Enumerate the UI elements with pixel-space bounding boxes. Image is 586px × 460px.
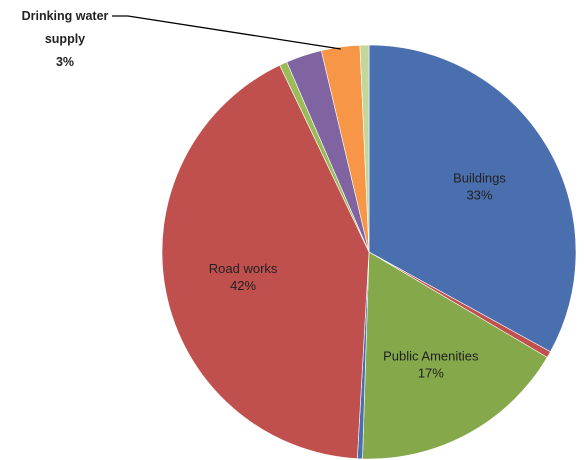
- callout-label-line-1: Drinking water: [22, 9, 109, 23]
- slice-label-buildings-percent: 33%: [466, 188, 492, 203]
- slice-label-road-works-percent: 42%: [230, 278, 256, 293]
- slice-label-road-works-name: Road works: [209, 261, 278, 276]
- slice-label-public-amenities-name: Public Amenities: [383, 348, 479, 363]
- callout-label-line-2: supply: [45, 32, 85, 46]
- pie-slice-road-works: [161, 64, 370, 459]
- pie-slice-public-amenities: [362, 251, 548, 460]
- callout-label-line-3: 3%: [56, 55, 74, 69]
- pie-slice-buildings: [368, 44, 577, 353]
- slice-label-public-amenities-percent: 17%: [418, 365, 444, 380]
- callout-leader-line: [112, 15, 341, 50]
- pie-slices: [161, 44, 577, 460]
- pie-labels: Buildings 33% Public Amenities 17% Road work…: [22, 9, 507, 380]
- pie-slice-minor-8: [359, 44, 370, 253]
- slice-label-buildings-name: Buildings: [453, 171, 506, 186]
